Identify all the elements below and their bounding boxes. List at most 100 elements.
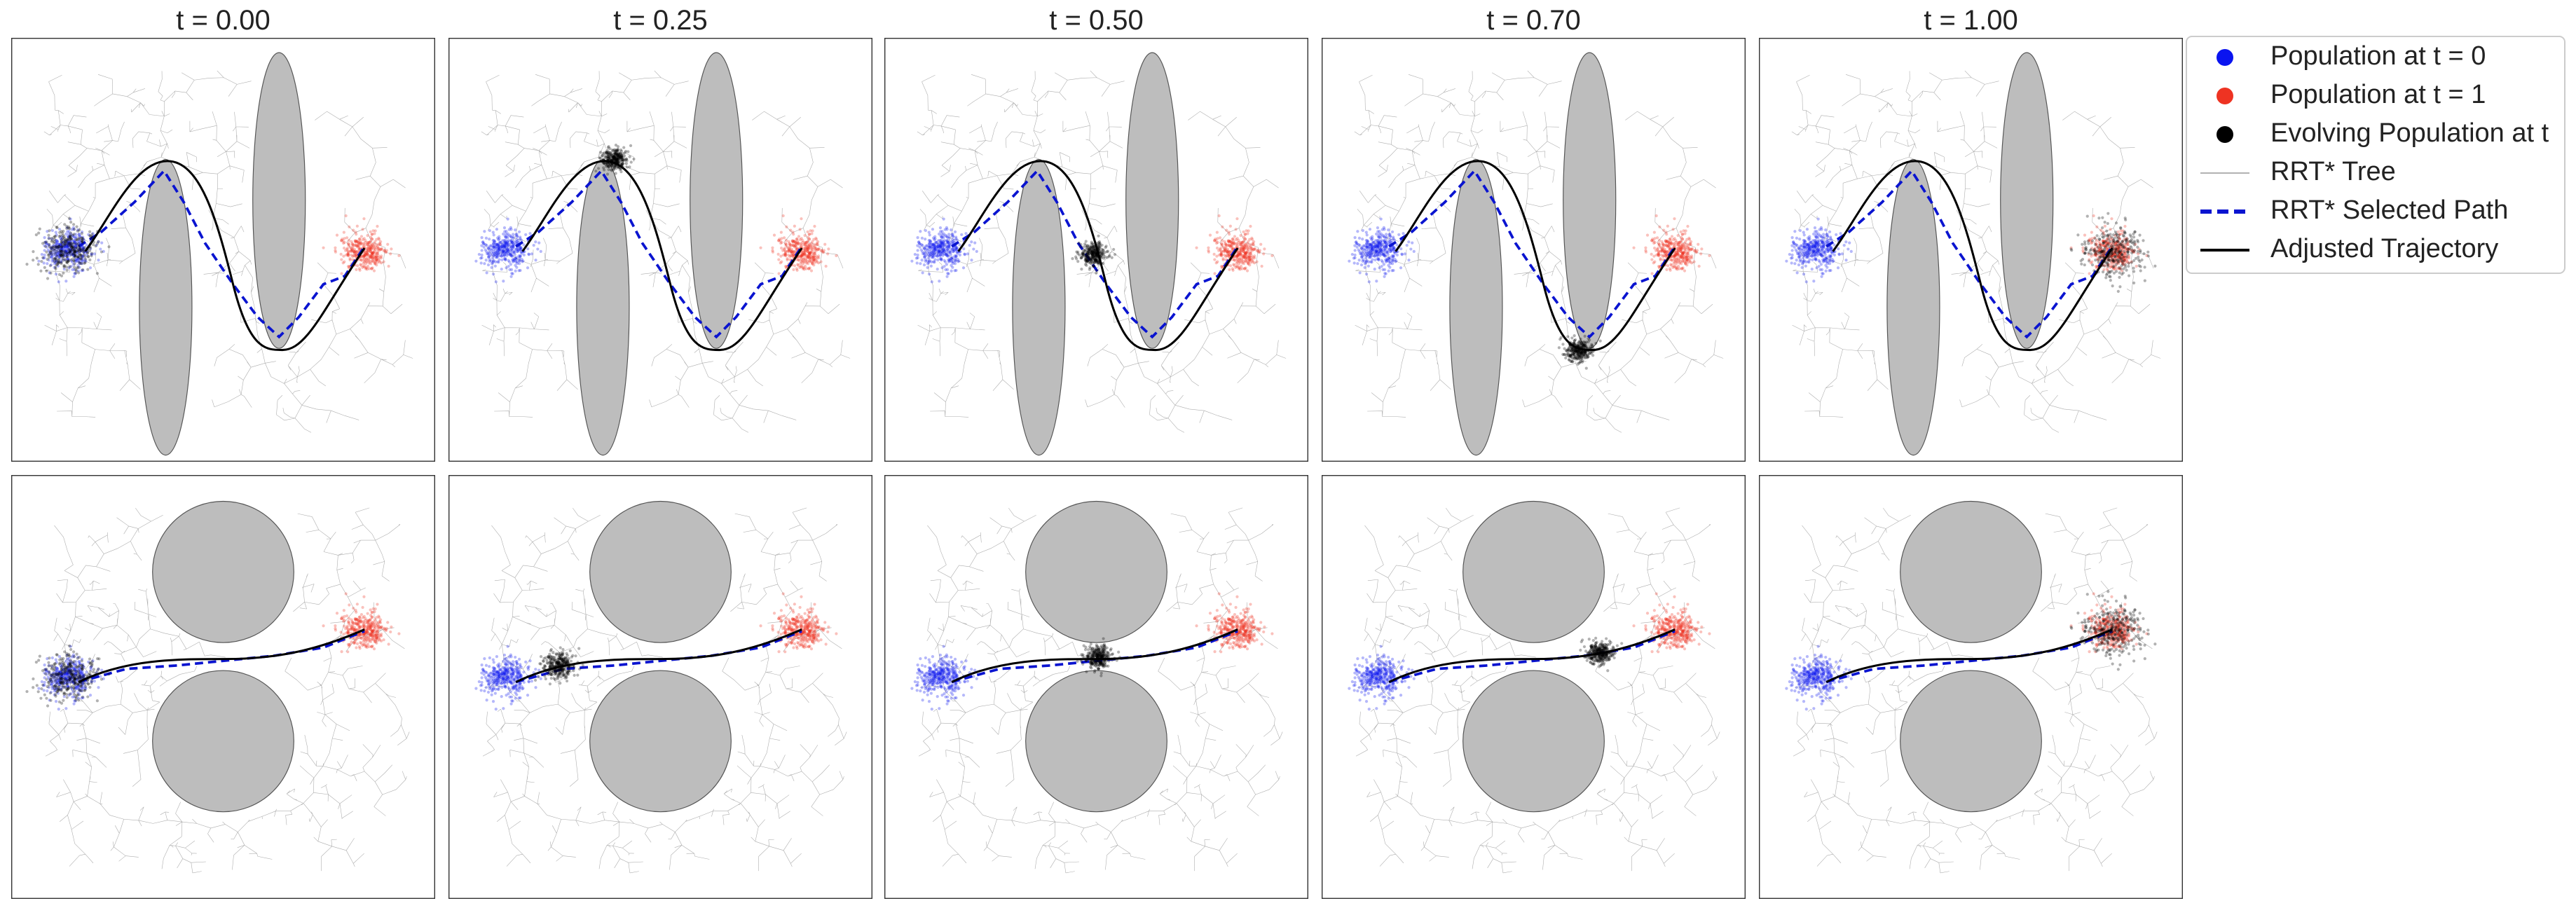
particle xyxy=(370,242,374,246)
particle xyxy=(2098,247,2102,250)
particle xyxy=(2132,240,2136,243)
particle xyxy=(357,247,362,251)
particle xyxy=(808,252,812,255)
particle xyxy=(1821,247,1825,250)
particle xyxy=(97,240,100,243)
particle xyxy=(1569,350,1573,353)
particle xyxy=(1580,351,1584,355)
particle xyxy=(480,244,484,247)
particle xyxy=(2122,255,2125,259)
particle xyxy=(2122,260,2125,263)
particle xyxy=(68,227,71,231)
particle xyxy=(1376,245,1380,248)
particle xyxy=(1811,249,1815,253)
particle xyxy=(1832,243,1836,247)
particle xyxy=(347,244,350,247)
particle xyxy=(55,242,58,245)
particle xyxy=(84,257,88,261)
particle xyxy=(1077,241,1081,245)
particle xyxy=(1098,252,1102,256)
particle xyxy=(363,253,366,257)
particle xyxy=(1239,250,1242,254)
particle xyxy=(806,250,809,254)
particle xyxy=(1228,233,1231,236)
particle xyxy=(1644,246,1647,249)
particle xyxy=(375,246,378,249)
particle xyxy=(2119,226,2123,231)
particle xyxy=(67,232,71,236)
particle xyxy=(1819,252,1823,256)
particle xyxy=(807,255,810,259)
particle xyxy=(88,249,92,253)
particle xyxy=(500,268,503,271)
particle xyxy=(1095,250,1099,254)
particle xyxy=(497,242,500,246)
particle xyxy=(942,243,945,247)
particle xyxy=(55,243,58,247)
particle xyxy=(1572,352,1576,357)
particle xyxy=(68,250,71,254)
particle xyxy=(479,256,483,260)
particle xyxy=(1829,247,1832,252)
particle xyxy=(60,254,63,257)
particle xyxy=(1378,252,1381,256)
particle xyxy=(1382,235,1385,238)
particle xyxy=(346,242,350,245)
particle xyxy=(1565,349,1568,352)
particle xyxy=(788,245,792,249)
particle xyxy=(1802,245,1807,249)
particle xyxy=(55,263,59,266)
particle xyxy=(378,242,382,245)
particle xyxy=(1577,349,1581,352)
particle xyxy=(67,252,71,256)
particle xyxy=(2129,239,2132,242)
particle xyxy=(598,156,602,160)
particle xyxy=(610,169,614,172)
particle xyxy=(1365,245,1369,249)
particle xyxy=(90,236,94,240)
particle xyxy=(1819,254,1823,257)
particle xyxy=(1569,355,1573,359)
particle xyxy=(85,253,88,257)
particle xyxy=(1095,243,1098,247)
particle xyxy=(1363,266,1366,269)
particle xyxy=(493,240,497,244)
particle xyxy=(2137,264,2141,268)
particle xyxy=(1804,256,1808,259)
particle xyxy=(1799,244,1802,247)
particle xyxy=(2112,260,2116,263)
particle xyxy=(65,253,69,257)
particle xyxy=(345,236,349,240)
particle xyxy=(1090,248,1094,252)
particle xyxy=(1379,240,1383,243)
particle xyxy=(1394,260,1397,263)
particle xyxy=(516,239,520,242)
particle xyxy=(81,239,84,242)
particle xyxy=(63,258,67,262)
particle xyxy=(50,256,53,259)
particle xyxy=(1570,346,1574,350)
particle xyxy=(62,266,66,269)
particle xyxy=(1806,249,1809,253)
particle xyxy=(35,256,39,260)
particle xyxy=(954,248,958,252)
particle xyxy=(2111,240,2115,245)
particle xyxy=(1376,245,1380,249)
particle xyxy=(2116,240,2120,243)
particle xyxy=(58,256,62,259)
particle xyxy=(1585,349,1589,352)
particle xyxy=(1580,341,1584,345)
particle xyxy=(795,247,799,250)
particle xyxy=(1813,251,1817,255)
particle xyxy=(1367,243,1371,247)
particle xyxy=(82,250,85,254)
particle xyxy=(2112,243,2116,247)
particle xyxy=(607,145,610,149)
particle xyxy=(1248,243,1252,247)
particle xyxy=(2116,254,2120,258)
particle xyxy=(2095,270,2099,274)
particle xyxy=(81,268,85,271)
particle xyxy=(796,242,800,246)
particle xyxy=(610,160,613,163)
particle xyxy=(1383,275,1386,278)
